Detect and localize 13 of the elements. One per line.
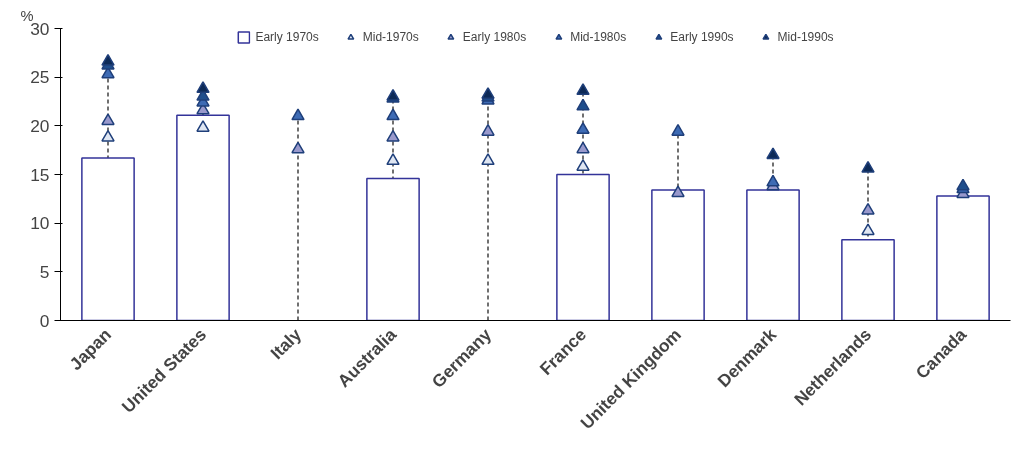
- legend-label: Mid-1990s: [777, 30, 834, 44]
- y-tick-label: 5: [39, 261, 50, 282]
- legend-label: Early 1990s: [670, 30, 734, 44]
- y-axis-title: %: [20, 7, 34, 24]
- y-tick-label: 10: [30, 213, 50, 234]
- legend-label: Mid-1980s: [570, 30, 627, 44]
- legend-label: Early 1970s: [255, 30, 319, 44]
- y-tick-label: 0: [39, 310, 50, 331]
- legend-label: Early 1980s: [462, 30, 527, 44]
- y-tick-label: 20: [30, 115, 50, 136]
- legend-label: Mid-1970s: [362, 30, 419, 44]
- y-tick-label: 15: [30, 164, 50, 185]
- y-tick-label: 25: [30, 67, 50, 88]
